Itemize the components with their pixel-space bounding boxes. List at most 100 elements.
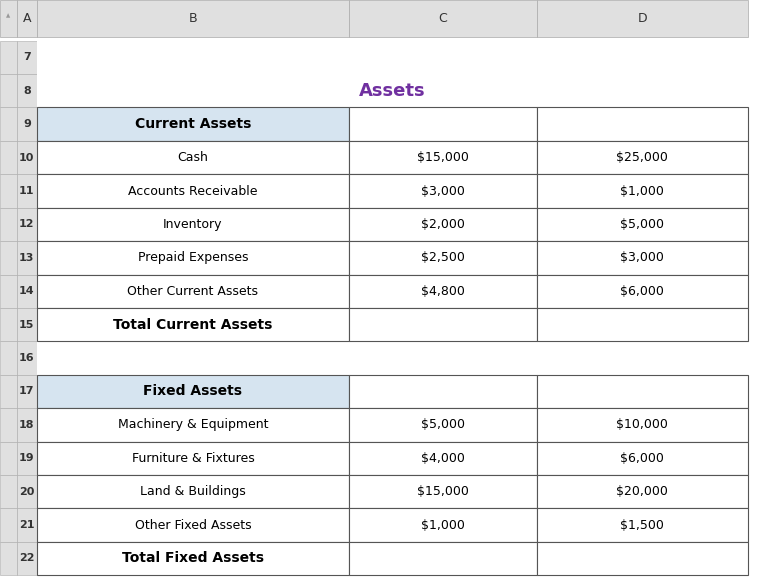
Bar: [37, 308, 748, 341]
Text: D: D: [637, 12, 647, 25]
Bar: [537, 375, 748, 408]
Bar: [349, 442, 537, 475]
Bar: [349, 207, 537, 241]
Text: $2,500: $2,500: [421, 252, 465, 264]
Bar: [37, 0, 349, 37]
Text: 22: 22: [19, 554, 35, 564]
Bar: [37, 74, 748, 107]
Bar: [0, 107, 17, 141]
Text: Land & Buildings: Land & Buildings: [140, 485, 245, 498]
Bar: [0, 375, 17, 408]
Bar: [37, 274, 349, 308]
Bar: [37, 174, 349, 207]
Bar: [0, 41, 17, 74]
Bar: [17, 74, 37, 107]
Text: $25,000: $25,000: [617, 151, 668, 164]
Bar: [37, 475, 349, 508]
Text: 11: 11: [19, 186, 35, 196]
Bar: [37, 442, 748, 475]
Bar: [0, 508, 17, 541]
Bar: [537, 174, 748, 207]
Text: 17: 17: [19, 386, 35, 396]
Bar: [537, 107, 748, 141]
Text: $6,000: $6,000: [621, 285, 664, 297]
Text: 10: 10: [19, 153, 35, 163]
Bar: [349, 107, 537, 141]
Bar: [0, 241, 17, 275]
Bar: [537, 141, 748, 174]
Bar: [17, 475, 37, 508]
Bar: [349, 174, 537, 207]
Text: 12: 12: [19, 220, 35, 229]
Bar: [537, 274, 748, 308]
Bar: [37, 508, 349, 541]
Bar: [0, 274, 17, 308]
Text: $1,500: $1,500: [621, 519, 664, 532]
Text: 15: 15: [19, 320, 35, 329]
Bar: [17, 141, 37, 174]
Bar: [537, 508, 748, 541]
Text: $20,000: $20,000: [617, 485, 668, 498]
Bar: [37, 207, 748, 241]
Text: Current Assets: Current Assets: [135, 117, 251, 131]
Bar: [37, 174, 748, 207]
Bar: [0, 475, 17, 508]
Bar: [37, 241, 349, 275]
Text: Fixed Assets: Fixed Assets: [143, 385, 242, 399]
Bar: [0, 408, 17, 442]
Bar: [17, 342, 37, 375]
Bar: [0, 308, 17, 341]
Bar: [17, 207, 37, 241]
Text: 14: 14: [19, 286, 35, 296]
Bar: [37, 541, 748, 575]
Text: Prepaid Expenses: Prepaid Expenses: [137, 252, 249, 264]
Bar: [17, 408, 37, 442]
Bar: [349, 375, 537, 408]
Text: 19: 19: [19, 453, 35, 463]
Bar: [349, 308, 537, 341]
Text: $10,000: $10,000: [617, 418, 668, 431]
Bar: [0, 141, 17, 174]
Text: Total Current Assets: Total Current Assets: [114, 318, 272, 332]
Text: 9: 9: [23, 119, 31, 129]
Text: $1,000: $1,000: [621, 185, 664, 198]
Text: Assets: Assets: [359, 82, 426, 100]
Text: 18: 18: [19, 420, 35, 430]
Text: Furniture & Fixtures: Furniture & Fixtures: [131, 452, 255, 465]
Bar: [537, 541, 748, 575]
Bar: [537, 241, 748, 275]
Bar: [349, 241, 537, 275]
Text: C: C: [439, 12, 447, 25]
Bar: [17, 274, 37, 308]
Bar: [17, 174, 37, 207]
Bar: [537, 475, 748, 508]
Bar: [349, 508, 537, 541]
Bar: [37, 342, 748, 375]
Text: $3,000: $3,000: [421, 185, 465, 198]
Text: $4,800: $4,800: [421, 285, 465, 297]
Text: Inventory: Inventory: [163, 218, 222, 231]
Bar: [537, 408, 748, 442]
Bar: [537, 207, 748, 241]
Text: $1,000: $1,000: [421, 519, 465, 532]
Text: Accounts Receivable: Accounts Receivable: [128, 185, 258, 198]
Bar: [349, 541, 537, 575]
Bar: [37, 141, 349, 174]
Bar: [349, 408, 537, 442]
Bar: [17, 541, 37, 575]
Text: ▲: ▲: [6, 13, 11, 19]
Text: Machinery & Equipment: Machinery & Equipment: [117, 418, 268, 431]
Text: B: B: [189, 12, 197, 25]
Text: 16: 16: [19, 353, 35, 363]
Bar: [17, 442, 37, 475]
Bar: [37, 375, 349, 408]
Text: $4,000: $4,000: [421, 452, 465, 465]
Text: $15,000: $15,000: [417, 151, 469, 164]
Bar: [349, 475, 537, 508]
Text: 13: 13: [19, 253, 35, 263]
Bar: [37, 408, 748, 442]
Bar: [37, 475, 748, 508]
Bar: [37, 41, 748, 74]
Bar: [0, 442, 17, 475]
Bar: [37, 541, 349, 575]
